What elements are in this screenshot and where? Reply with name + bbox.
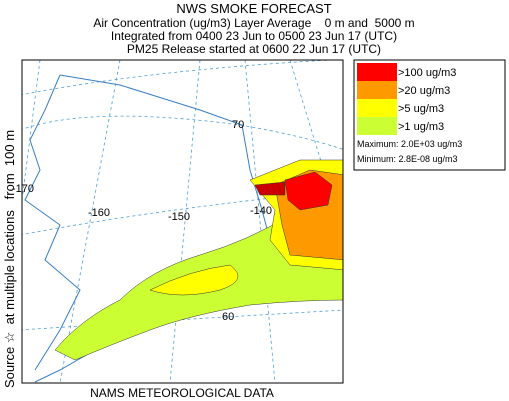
source-label: Source ☆ at multiple locations from 100 … — [2, 130, 17, 388]
legend-maximum: Maximum: 2.0E+03 ug/m3 — [357, 139, 462, 149]
map: -170 -160 -150 -140 70 60 — [12, 59, 344, 384]
footer: NAMS METEOROLOGICAL DATA — [90, 386, 274, 400]
legend-swatch — [357, 63, 397, 81]
smoke-100 — [254, 181, 286, 196]
map-label: -150 — [168, 211, 190, 223]
map-label: 60 — [222, 311, 234, 323]
map-label: -170 — [12, 183, 34, 195]
legend-label: >20 ug/m3 — [398, 85, 450, 97]
subtitle: PM25 Release started at 0600 22 Jun 17 (… — [127, 42, 381, 56]
legend-swatch — [357, 99, 397, 117]
title: NWS SMOKE FORECAST — [176, 1, 331, 16]
subtitle: Integrated from 0400 23 Jun to 0500 23 J… — [111, 29, 397, 43]
legend-label: >1 ug/m3 — [398, 121, 444, 133]
legend-label: >5 ug/m3 — [398, 103, 444, 115]
map-label: -160 — [88, 207, 110, 219]
legend-minimum: Minimum: 2.8E-08 ug/m3 — [357, 154, 458, 164]
subtitle: Air Concentration (ug/m3) Layer Average … — [93, 16, 414, 30]
legend: >100 ug/m3 >20 ug/m3 >5 ug/m3 >1 ug/m3 Maxi… — [353, 59, 506, 171]
map-label: -140 — [250, 205, 272, 217]
legend-swatch — [357, 81, 397, 99]
map-label: 70 — [232, 119, 244, 131]
smoke-100 — [284, 171, 333, 211]
legend-label: >100 ug/m3 — [398, 67, 456, 79]
smoke-5 — [149, 264, 239, 296]
legend-swatch — [357, 117, 397, 135]
map-frame — [21, 59, 344, 384]
